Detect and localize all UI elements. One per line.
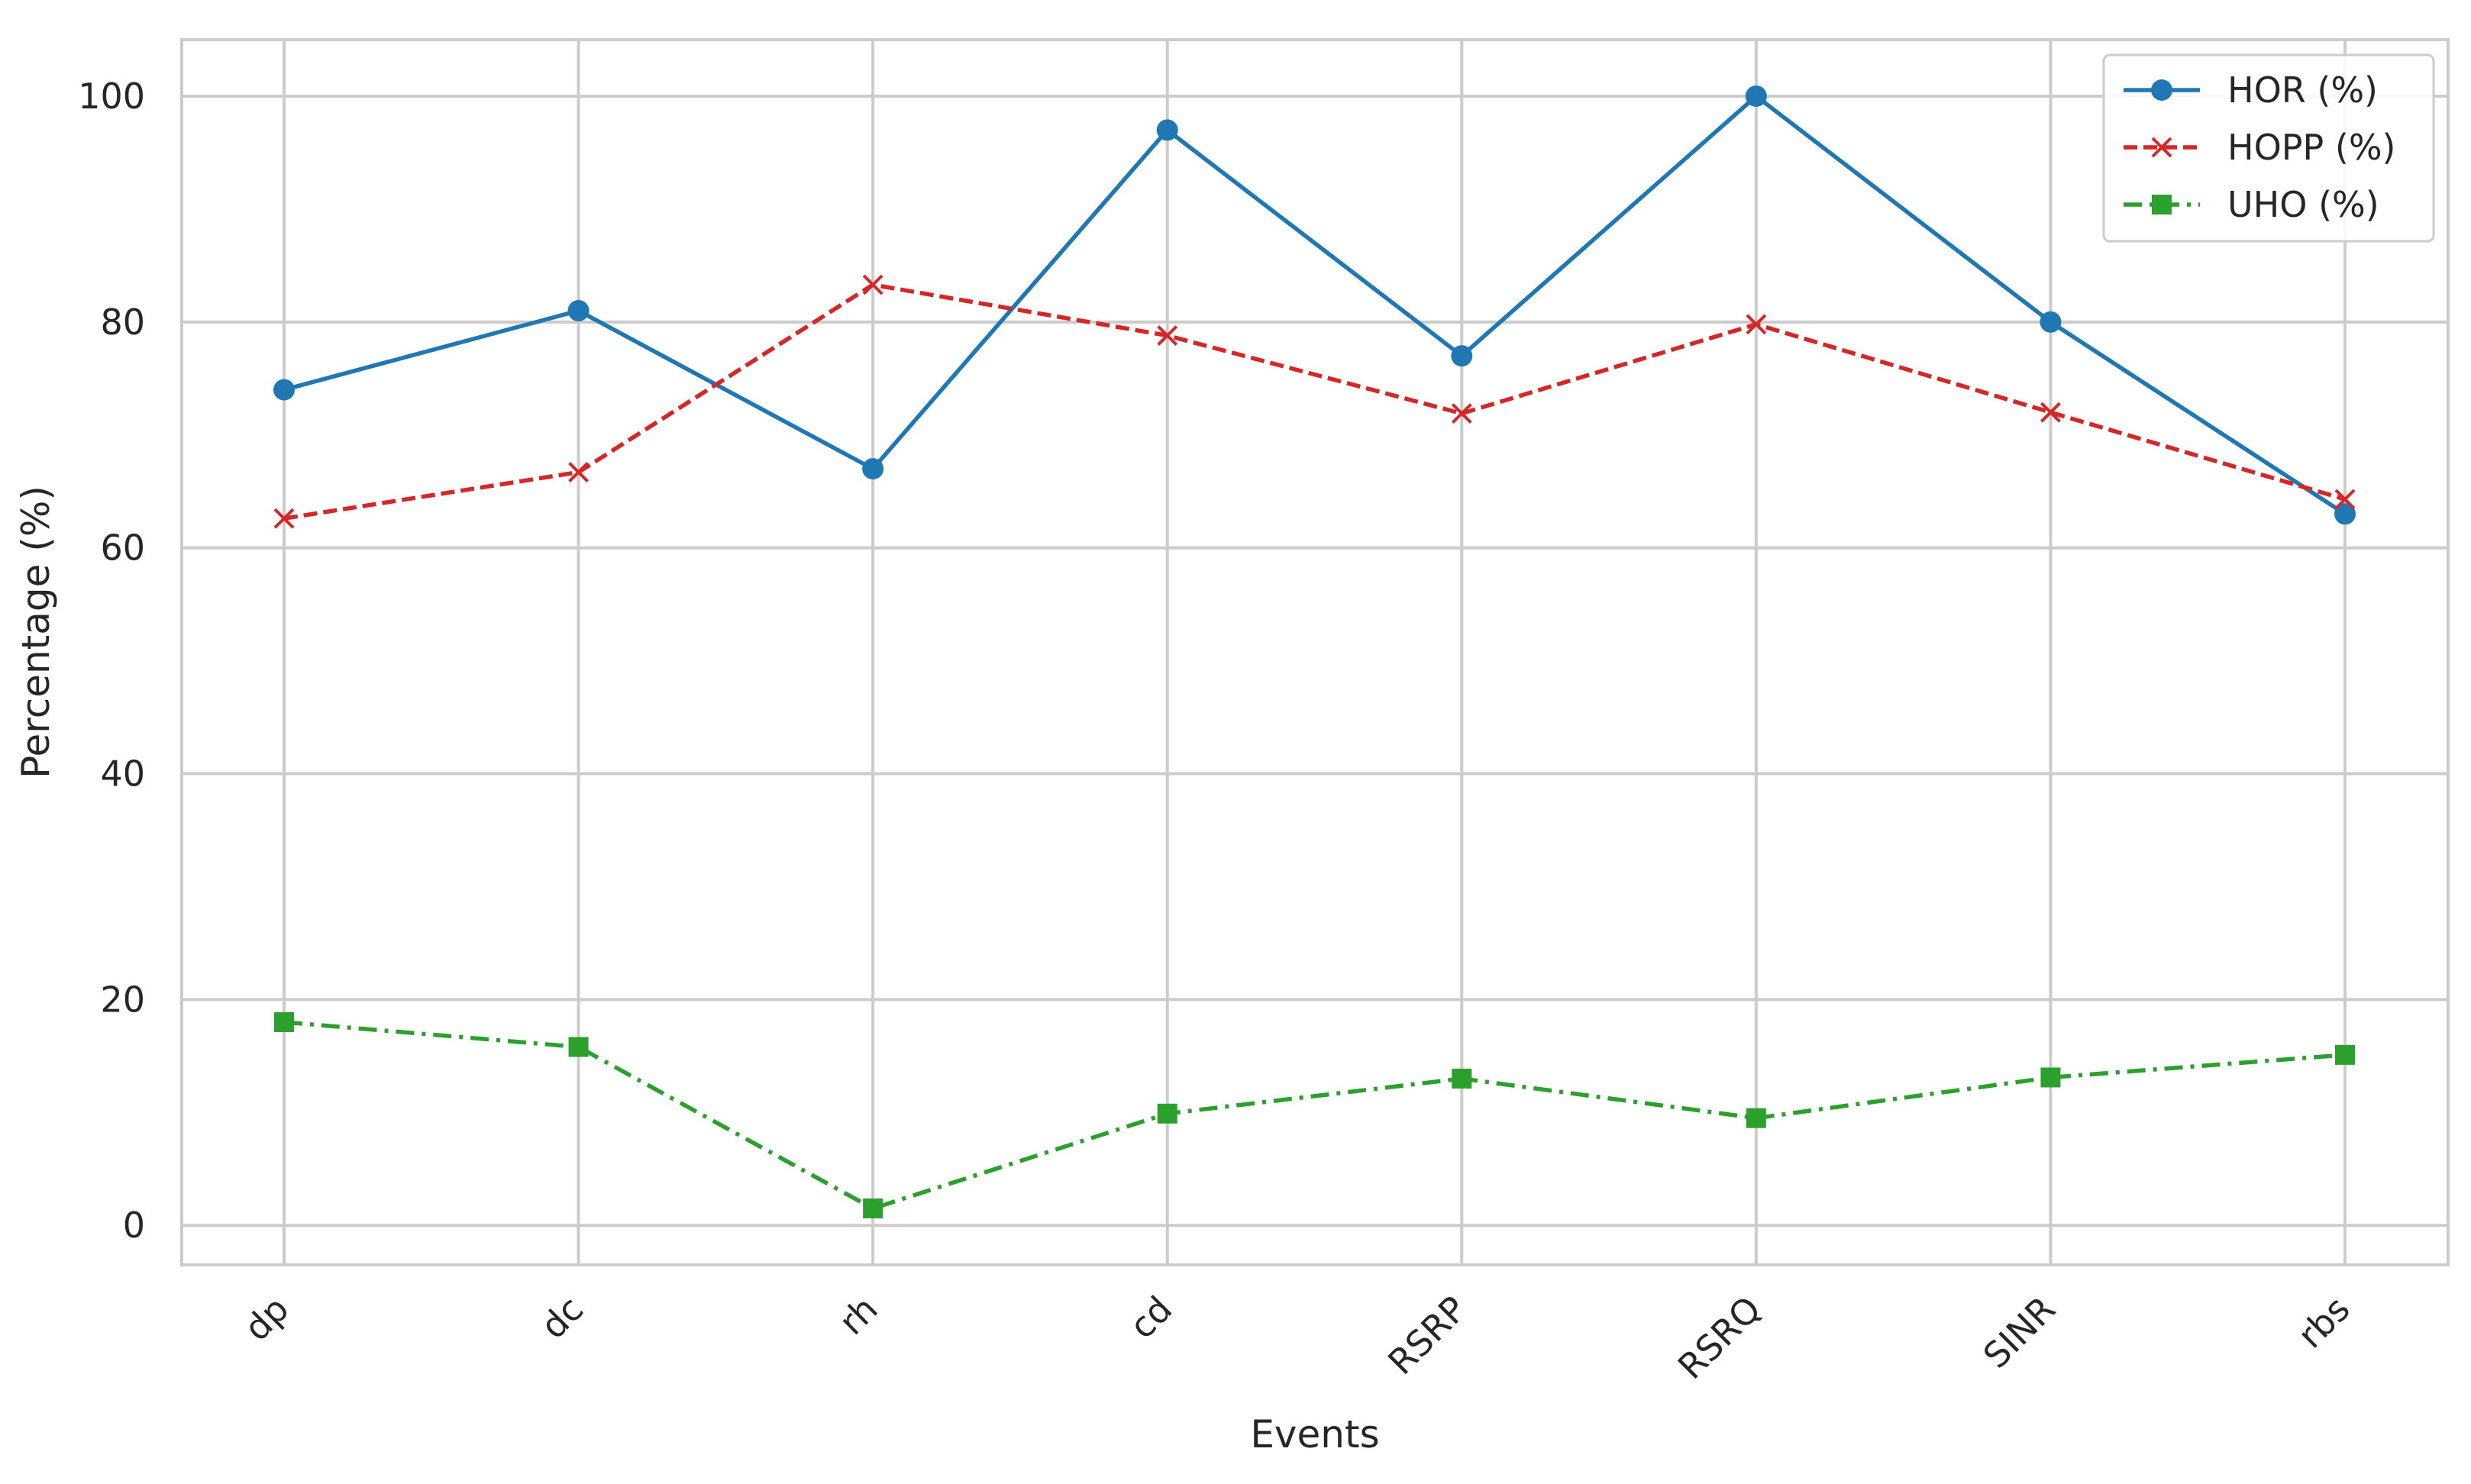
y-axis-title: Percentage (%): [14, 486, 58, 779]
legend-label: HOPP (%): [2227, 127, 2396, 168]
data-point: [1746, 1108, 1766, 1128]
legend-box: [2102, 53, 2435, 243]
legend-marker: [2151, 137, 2172, 158]
data-point: [274, 1011, 294, 1032]
data-point: [1745, 85, 1767, 107]
legend-label: HOR (%): [2227, 69, 2378, 111]
data-point: [1746, 314, 1767, 335]
legend-marker: [2151, 79, 2172, 101]
y-tick-label: 40: [100, 753, 145, 795]
grid: [182, 40, 2448, 1265]
data-point: [1157, 1103, 1177, 1124]
data-point: [273, 379, 295, 401]
y-tick-label: 20: [100, 979, 145, 1020]
y-axis-ticks: 0 20 40 60 80 100: [78, 76, 145, 1246]
plot-frame: [180, 38, 2450, 1266]
y-tick-label: 100: [78, 76, 145, 117]
data-point: [862, 458, 884, 480]
data-point: [2334, 489, 2356, 510]
data-point: [1452, 1068, 1472, 1089]
legend-item: UHO (%): [2124, 184, 2379, 225]
y-tick-label: 80: [100, 302, 145, 343]
series-layer: [273, 85, 2356, 1219]
legend: HOR (%) HOPP (%) UHO (%): [2102, 53, 2435, 243]
data-point: [2040, 311, 2062, 333]
y-tick-label: 60: [100, 527, 145, 569]
data-point: [2040, 1067, 2061, 1088]
data-point: [2040, 402, 2061, 423]
series-2: [274, 1011, 2355, 1219]
data-point: [1451, 345, 1473, 367]
data-point: [2335, 1044, 2355, 1065]
data-point: [273, 508, 295, 529]
data-point: [2334, 503, 2356, 525]
series-line: [283, 282, 2346, 521]
x-axis-title: Events: [1250, 1412, 1379, 1457]
y-tick-label: 0: [123, 1205, 145, 1246]
data-point: [1157, 325, 1178, 346]
legend-item: HOR (%): [2124, 69, 2378, 111]
data-point: [1156, 119, 1178, 141]
data-point: [567, 300, 589, 322]
series-line: [283, 1020, 2346, 1211]
series-1: [273, 274, 2356, 529]
data-point: [568, 1037, 589, 1057]
legend-item: HOPP (%): [2124, 127, 2396, 168]
series-line: [283, 94, 2347, 516]
series-0: [273, 85, 2356, 525]
legend-label: UHO (%): [2227, 184, 2379, 225]
data-point: [1451, 403, 1472, 424]
data-point: [863, 1198, 883, 1219]
data-point: [568, 462, 589, 482]
data-point: [862, 274, 883, 295]
legend-marker: [2152, 195, 2172, 215]
